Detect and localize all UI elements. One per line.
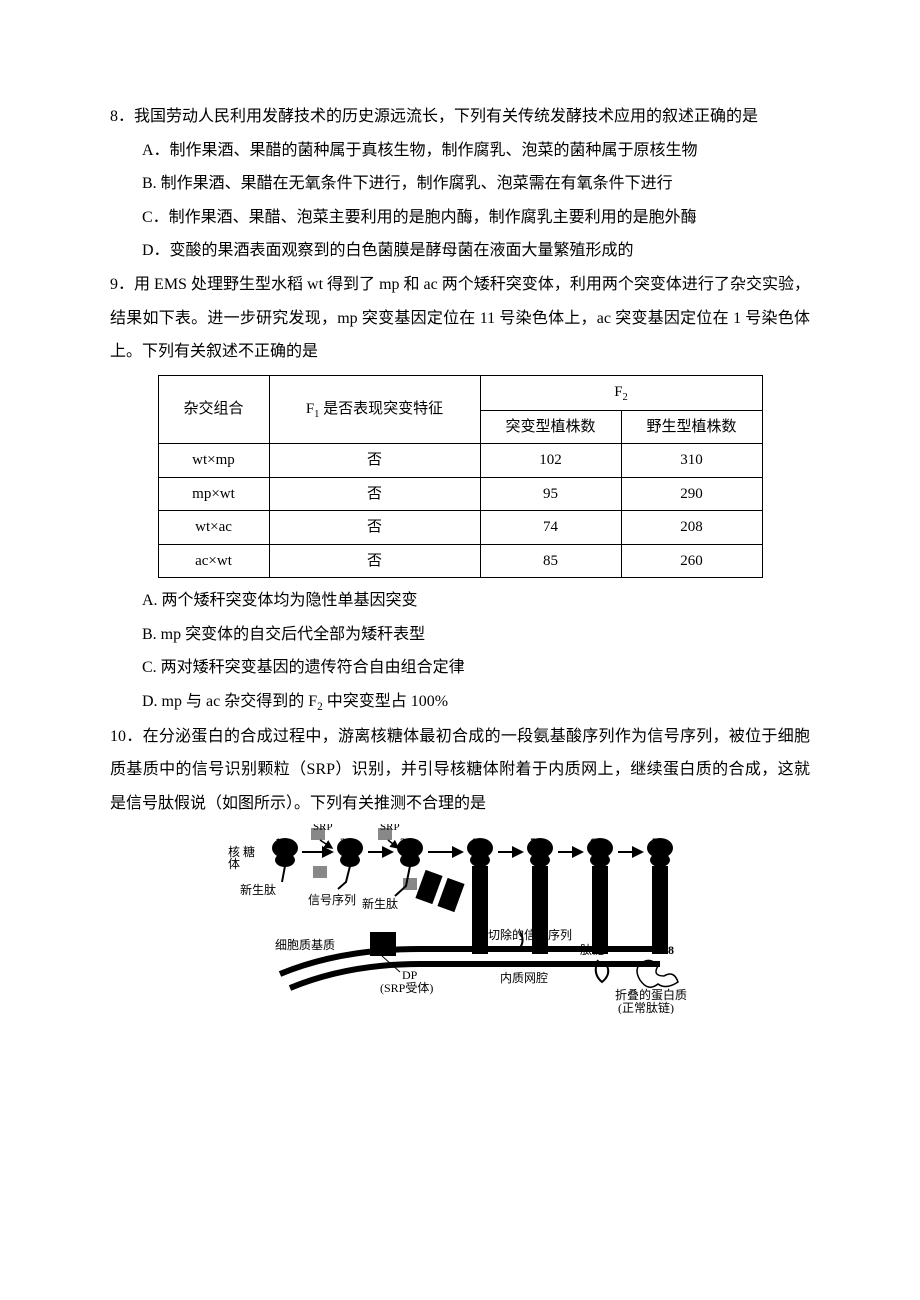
table-row: wt×ac 否 74 208 [158,511,762,545]
label-cleaved: 切除的信号序列 [488,927,572,942]
cell-cross: wt×ac [158,511,269,545]
q10-stem: 10．在分泌蛋白的合成过程中，游离核糖体最初合成的一段氨基酸序列作为信号序列，被… [110,720,810,821]
table-row: wt×mp 否 102 310 [158,444,762,478]
label-dp: DP [402,968,418,982]
q10-diagram-wrap: 1 2 3 4 5 6 7 8 [110,824,810,1014]
label-nascent: 新生肽 [362,896,398,911]
label-er: 内质网腔 [500,970,548,985]
th-f2: F2 [480,375,762,410]
step-num: 2 [340,835,346,849]
q9-d-pre: D. mp 与 ac 杂交得到的 F [142,693,317,710]
th-f1: F1 是否表现突变特征 [269,375,480,443]
q8-option-c: C．制作果酒、果醋、泡菜主要利用的是胞内酶，制作腐乳主要利用的是胞外酶 [110,201,810,235]
q9-table-wrap: 杂交组合 F1 是否表现突变特征 F2 突变型植株数 野生型植株数 wt×mp … [110,375,810,578]
label-dp-sub: (SRP受体) [380,981,433,995]
th-f2-sub: 2 [623,392,628,403]
cell-mut: 74 [480,511,621,545]
step-num: 8 [668,943,674,957]
q8-stem: 8．我国劳动人民利用发酵技术的历史源远流长，下列有关传统发酵技术应用的叙述正确的… [110,100,810,134]
dp-receptor-icon [370,932,396,956]
cell-mut: 102 [480,444,621,478]
cell-f1: 否 [269,511,480,545]
cell-mut: 95 [480,477,621,511]
th-f1-f: F [306,401,314,417]
step-num: 7 [652,835,658,849]
cell-f1: 否 [269,444,480,478]
th-cross: 杂交组合 [158,375,269,443]
step-num: 5 [530,835,536,849]
q9-table: 杂交组合 F1 是否表现突变特征 F2 突变型植株数 野生型植株数 wt×mp … [158,375,763,578]
label-folded-sub: (正常肽链) [618,1000,674,1014]
label-cytoplasm: 细胞质基质 [275,938,335,952]
table-row: ac×wt 否 85 260 [158,544,762,578]
th-f2-f: F [614,384,622,400]
srp-icon [403,878,417,890]
srp-icon [313,866,327,878]
cell-cross: wt×mp [158,444,269,478]
q9-option-d: D. mp 与 ac 杂交得到的 F2 中突变型占 100% [110,685,810,720]
q9-option-a: A. 两个矮秆突变体均为隐性单基因突变 [110,584,810,618]
cell-f1: 否 [269,544,480,578]
label-ribosome: 核 糖体 [228,844,255,871]
q9-option-c: C. 两对矮秆突变基因的遗传符合自由组合定律 [110,651,810,685]
q9-stem: 9．用 EMS 处理野生型水稻 wt 得到了 mp 和 ac 两个矮秆突变体，利… [110,268,810,369]
label-srp: SRP [380,824,400,833]
step-num: 3 [400,835,406,849]
label-peptide-chain: 肽链 [580,942,604,957]
q9-option-b: B. mp 突变体的自交后代全部为矮秆表型 [110,618,810,652]
th-wt: 野生型植株数 [621,410,762,444]
q8-option-d: D．变酸的果酒表面观察到的白色菌膜是酵母菌在液面大量繁殖形成的 [110,234,810,268]
th-mut: 突变型植株数 [480,410,621,444]
cell-wt: 290 [621,477,762,511]
ribosome-icon [647,838,673,867]
cell-wt: 208 [621,511,762,545]
q10-diagram: 1 2 3 4 5 6 7 8 [220,824,700,1014]
label-nascent: 新生肽 [240,882,276,897]
document-page: 8．我国劳动人民利用发酵技术的历史源远流长，下列有关传统发酵技术应用的叙述正确的… [0,0,920,1300]
cell-wt: 310 [621,444,762,478]
cell-cross: mp×wt [158,477,269,511]
step-num: 1 [275,835,281,849]
cell-f1: 否 [269,477,480,511]
q8-option-a: A．制作果酒、果醋的菌种属于真核生物，制作腐乳、泡菜的菌种属于原核生物 [110,134,810,168]
translocon-icon [415,870,464,912]
table-row: mp×wt 否 95 290 [158,477,762,511]
cell-cross: ac×wt [158,544,269,578]
q8-option-b: B. 制作果酒、果醋在无氧条件下进行，制作腐乳、泡菜需在有氧条件下进行 [110,167,810,201]
step-num: 6 [590,835,596,849]
cell-wt: 260 [621,544,762,578]
table-header-row: 杂交组合 F1 是否表现突变特征 F2 [158,375,762,410]
label-folded: 折叠的蛋白质 [615,987,687,1002]
th-f1-rest: 是否表现突变特征 [319,401,443,417]
label-signal: 信号序列 [308,892,356,907]
step-num: 4 [470,835,476,849]
cell-mut: 85 [480,544,621,578]
label-srp: SRP [313,824,333,833]
q9-d-post: 中突变型占 100% [323,693,448,710]
